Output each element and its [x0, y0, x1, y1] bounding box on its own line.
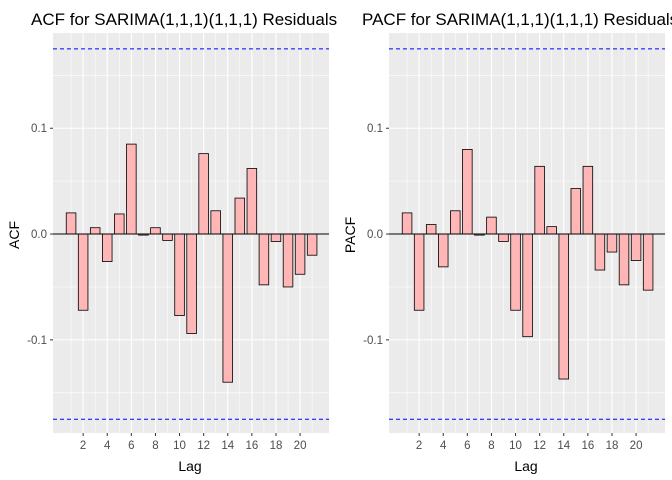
- pacf-bar-lag-17: [594, 233, 606, 271]
- acf-x-tick-label: 6: [128, 440, 134, 452]
- pacf-x-axis-title: Lag: [514, 458, 537, 474]
- acf-bar-lag-14: [222, 233, 233, 383]
- acf-bar-lag-13: [210, 210, 221, 235]
- acf-bar-lag-20: [294, 233, 306, 275]
- pacf-x-tick-label: 14: [557, 440, 570, 452]
- acf-bar-lag-12: [198, 153, 209, 235]
- acf-bar-lag-15: [234, 197, 246, 235]
- pacf-bar-lag-18: [606, 233, 618, 253]
- pacf-bar-lag-15: [570, 188, 582, 235]
- pacf-bar-lag-3: [425, 224, 437, 235]
- acf-bar-lag-8: [150, 227, 161, 235]
- pacf-bar-lag-20: [630, 233, 642, 261]
- acf-bar-lag-6: [126, 143, 137, 235]
- acf-bar-lag-16: [246, 168, 258, 235]
- acf-x-tick-label: 2: [80, 440, 86, 452]
- pacf-y-axis-title: PACF: [342, 217, 358, 253]
- acf-bar-lag-21: [306, 233, 318, 256]
- acf-y-tick-label: -0.1: [27, 335, 47, 347]
- pacf-chart-title: PACF for SARIMA(1,1,1)(1,1,1) Residuals: [362, 10, 672, 29]
- acf-bar-lag-10: [174, 233, 185, 316]
- pacf-x-tick-label: 6: [464, 440, 470, 452]
- acf-x-tick-label: 12: [197, 440, 210, 452]
- pacf-bar-lag-10: [510, 233, 521, 311]
- pacf-bar-lag-1: [401, 212, 413, 235]
- acf-panel: ACF for SARIMA(1,1,1)(1,1,1) Residuals L…: [6, 10, 337, 474]
- pacf-bar-lag-6: [462, 149, 473, 235]
- acf-bar-lag-18: [270, 233, 282, 242]
- acf-bar-lag-9: [162, 233, 173, 241]
- pacf-y-tick-label: 0.1: [367, 123, 383, 135]
- pacf-bar-lag-13: [546, 226, 557, 235]
- pacf-x-tick-label: 4: [440, 440, 447, 452]
- pacf-x-tick-label: 2: [416, 440, 422, 452]
- pacf-y-tick-label: -0.1: [363, 335, 383, 347]
- acf-y-tick-label: 0.1: [31, 123, 47, 135]
- acf-x-tick-label: 20: [294, 440, 307, 452]
- pacf-x-tick-label: 18: [606, 440, 619, 452]
- pacf-x-tick-label: 12: [533, 440, 546, 452]
- acf-bar-lag-3: [89, 227, 101, 235]
- pacf-bar-lag-9: [498, 233, 509, 242]
- acf-x-tick-label: 14: [221, 440, 234, 452]
- pacf-bar-lag-14: [558, 233, 569, 380]
- acf-x-axis-title: Lag: [178, 458, 201, 474]
- pacf-x-tick-label: 8: [488, 440, 494, 452]
- pacf-bar-lag-4: [438, 233, 449, 268]
- pacf-bar-lag-16: [582, 165, 594, 235]
- acf-bar-lag-2: [77, 233, 89, 311]
- acf-chart-title: ACF for SARIMA(1,1,1)(1,1,1) Residuals: [31, 10, 337, 29]
- acf-x-tick-label: 10: [173, 440, 186, 452]
- acf-x-tick-label: 8: [152, 440, 158, 452]
- pacf-bar-lag-11: [522, 233, 533, 338]
- acf-x-tick-label: 4: [104, 440, 111, 452]
- pacf-bar-lag-12: [534, 165, 545, 235]
- pacf-bar-lag-5: [450, 210, 461, 235]
- acf-y-tick-label: 0.0: [31, 229, 47, 241]
- pacf-bar-lag-21: [642, 233, 654, 291]
- pacf-y-tick-label: 0.0: [367, 229, 383, 241]
- pacf-bar-lag-19: [618, 233, 630, 286]
- pacf-panel: PACF for SARIMA(1,1,1)(1,1,1) Residuals …: [342, 10, 672, 474]
- acf-x-tick-label: 16: [245, 440, 258, 452]
- pacf-bar-lag-2: [413, 233, 425, 311]
- acf-y-axis-title: ACF: [6, 221, 22, 249]
- acf-bar-lag-11: [186, 233, 197, 334]
- acf-x-tick-label: 18: [270, 440, 283, 452]
- acf-bar-lag-4: [102, 233, 113, 262]
- pacf-x-tick-label: 10: [509, 440, 522, 452]
- acf-bar-lag-19: [282, 233, 294, 288]
- acf-bar-lag-1: [65, 212, 77, 235]
- acf-bar-lag-17: [258, 233, 270, 286]
- pacf-x-tick-label: 20: [630, 440, 643, 452]
- acf-bar-lag-5: [114, 213, 125, 235]
- pacf-bar-lag-8: [486, 216, 497, 235]
- pacf-x-tick-label: 16: [581, 440, 594, 452]
